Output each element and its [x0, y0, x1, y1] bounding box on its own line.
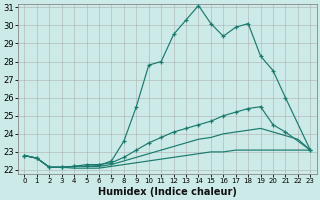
X-axis label: Humidex (Indice chaleur): Humidex (Indice chaleur)	[98, 187, 237, 197]
